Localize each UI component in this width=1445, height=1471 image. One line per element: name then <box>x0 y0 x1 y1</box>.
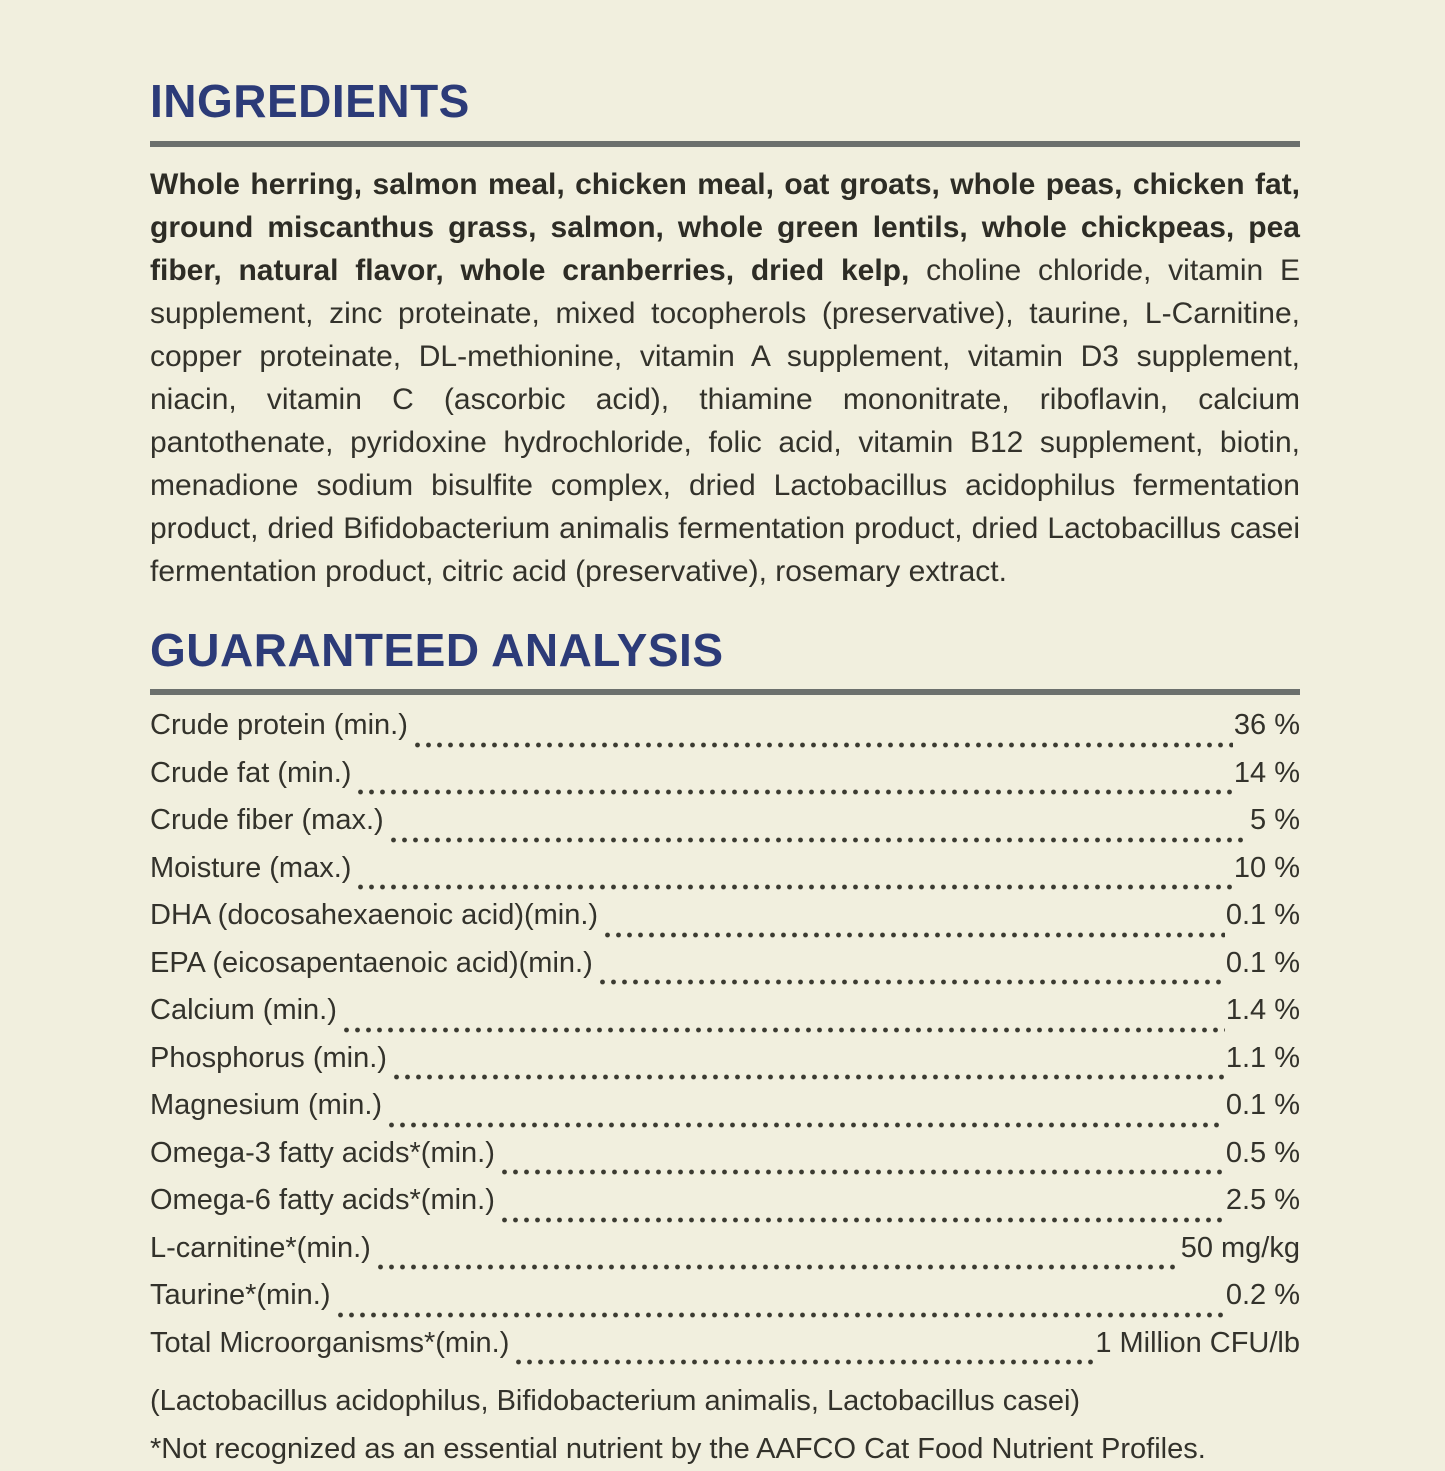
dot-leader <box>358 884 1233 891</box>
analysis-row: DHA (docosahexaenoic acid)(min.) 0.1 % <box>150 899 1300 947</box>
ingredients-primary-list: Whole herring, salmon meal, chicken meal… <box>150 167 1300 287</box>
analysis-value: 1.4 % <box>1225 994 1300 1027</box>
analysis-row: Taurine*(min.) 0.2 % <box>150 1279 1300 1327</box>
ingredients-secondary-list: choline chloride, vitamin E supplement, … <box>150 253 1300 588</box>
analysis-value: 0.1 % <box>1225 899 1300 932</box>
dot-leader <box>414 741 1233 748</box>
analysis-label: Total Microorganisms*(min.) <box>150 1326 510 1359</box>
analysis-label: Taurine*(min.) <box>150 1279 331 1312</box>
analysis-label: DHA (docosahexaenoic acid)(min.) <box>150 899 599 932</box>
analysis-row: Omega-6 fatty acids*(min.) 2.5 % <box>150 1184 1300 1232</box>
analysis-row: Total Microorganisms*(min.) 1 Million CF… <box>150 1327 1300 1375</box>
analysis-table: Crude protein (min.) 36 % Crude fat (min… <box>150 709 1300 1374</box>
analysis-value: 0.1 % <box>1225 946 1300 979</box>
dot-leader <box>337 1311 1225 1318</box>
analysis-label: Magnesium (min.) <box>150 1089 383 1122</box>
analysis-label: Calcium (min.) <box>150 994 337 1027</box>
analysis-row: Omega-3 fatty acids*(min.) 0.5 % <box>150 1137 1300 1185</box>
guaranteed-analysis-section: GUARANTEED ANALYSIS Crude protein (min.)… <box>150 623 1300 1471</box>
guaranteed-analysis-heading: GUARANTEED ANALYSIS <box>150 623 724 676</box>
analysis-label: Crude fat (min.) <box>150 756 352 789</box>
analysis-label: L-carnitine*(min.) <box>150 1231 371 1264</box>
dot-leader <box>599 979 1225 986</box>
analysis-value: 2.5 % <box>1225 1184 1300 1217</box>
analysis-row: Moisture (max.) 10 % <box>150 852 1300 900</box>
analysis-row: Crude protein (min.) 36 % <box>150 709 1300 757</box>
ingredients-divider <box>150 140 1300 147</box>
analysis-label: EPA (eicosapentaenoic acid)(min.) <box>150 946 593 979</box>
analysis-value: 5 % <box>1250 804 1300 837</box>
analysis-row: Crude fiber (max.) 5 % <box>150 804 1300 852</box>
dot-leader <box>501 1216 1225 1223</box>
analysis-label: Omega-6 fatty acids*(min.) <box>150 1184 495 1217</box>
analysis-label: Crude protein (min.) <box>150 709 408 742</box>
analysis-label: Phosphorus (min.) <box>150 1041 387 1074</box>
analysis-row: Calcium (min.) 1.4 % <box>150 994 1300 1042</box>
guaranteed-analysis-divider <box>150 689 1300 696</box>
analysis-label: Omega-3 fatty acids*(min.) <box>150 1136 495 1169</box>
analysis-value: 36 % <box>1233 709 1300 742</box>
analysis-value: 1 Million CFU/lb <box>1095 1326 1300 1359</box>
dot-leader <box>377 1264 1180 1271</box>
dot-leader <box>358 789 1233 796</box>
analysis-value: 10 % <box>1233 851 1300 884</box>
dot-leader <box>343 1026 1225 1033</box>
analysis-label: Crude fiber (max.) <box>150 804 384 837</box>
analysis-row: L-carnitine*(min.) 50 mg/kg <box>150 1232 1300 1280</box>
analysis-value: 0.1 % <box>1225 1089 1300 1122</box>
analysis-row: Phosphorus (min.) 1.1 % <box>150 1042 1300 1090</box>
analysis-row: Magnesium (min.) 0.1 % <box>150 1089 1300 1137</box>
dot-leader <box>390 836 1250 843</box>
dot-leader <box>501 1169 1225 1176</box>
ingredients-heading: INGREDIENTS <box>150 75 470 127</box>
analysis-value: 0.2 % <box>1225 1279 1300 1312</box>
ingredients-text: Whole herring, salmon meal, chicken meal… <box>150 163 1300 593</box>
analysis-label: Moisture (max.) <box>150 851 352 884</box>
analysis-value: 0.5 % <box>1225 1136 1300 1169</box>
microorganisms-subnote: (Lactobacillus acidophilus, Bifidobacter… <box>150 1385 1081 1418</box>
analysis-value: 50 mg/kg <box>1180 1231 1300 1264</box>
analysis-value: 14 % <box>1233 756 1300 789</box>
analysis-value: 1.1 % <box>1225 1041 1300 1074</box>
ingredients-section: INGREDIENTS Whole herring, salmon meal, … <box>150 76 1300 593</box>
aafco-footnote: *Not recognized as an essential nutrient… <box>150 1433 1206 1466</box>
dot-leader <box>605 931 1225 938</box>
analysis-row: EPA (eicosapentaenoic acid)(min.) 0.1 % <box>150 947 1300 995</box>
dot-leader <box>393 1074 1225 1081</box>
dot-leader <box>516 1359 1095 1366</box>
dot-leader <box>389 1121 1225 1128</box>
analysis-row: Crude fat (min.) 14 % <box>150 757 1300 805</box>
